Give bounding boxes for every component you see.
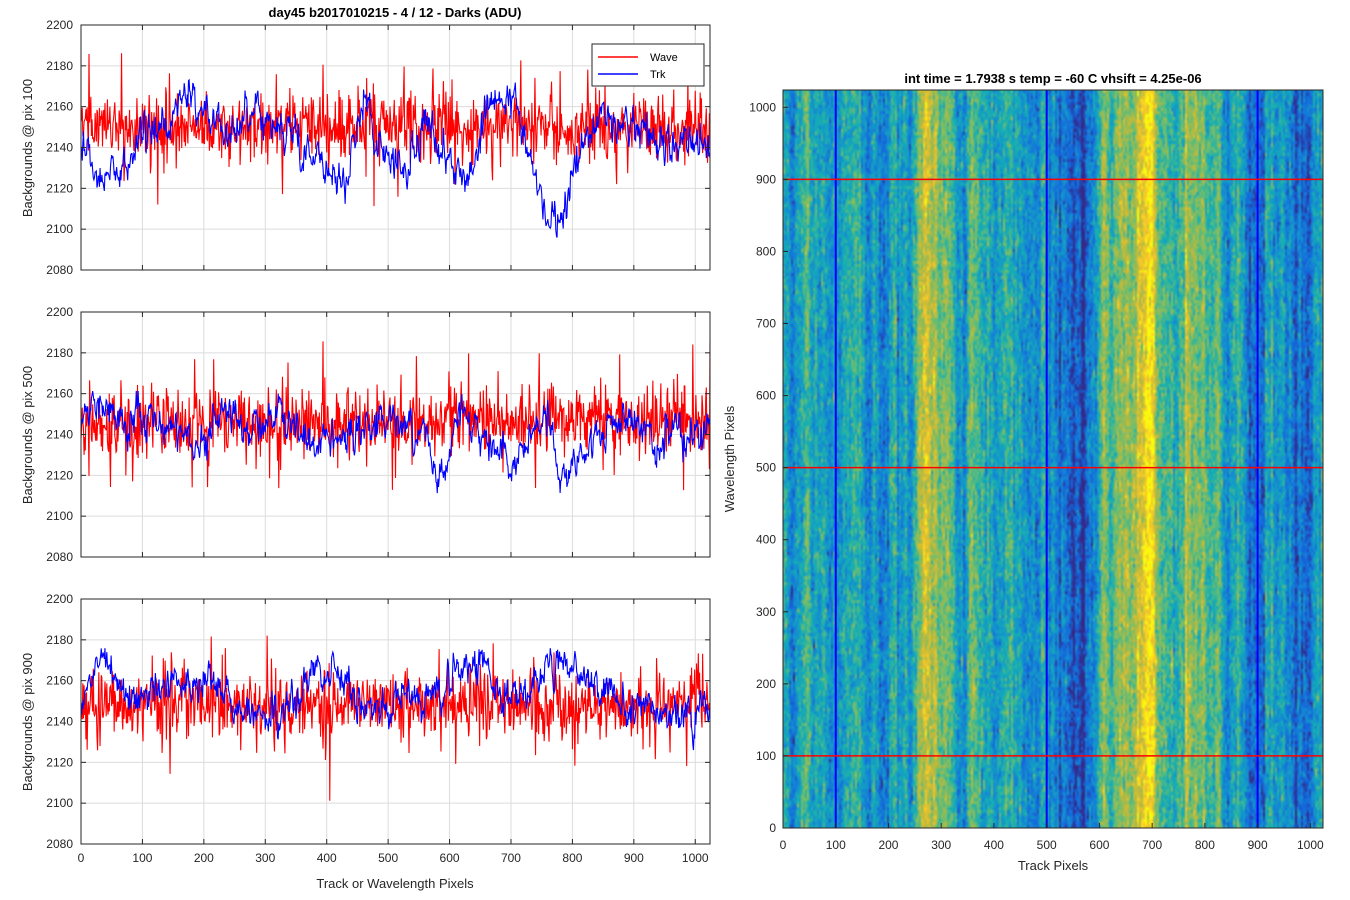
y-tick-label: 300: [756, 605, 776, 619]
legend-label-wave: Wave: [650, 52, 678, 64]
series-line-wave: [81, 341, 710, 491]
y-tick-label: 0: [769, 821, 776, 835]
x-tick-label: 400: [317, 851, 337, 865]
series-line-trk: [81, 648, 710, 751]
series-line-trk: [81, 78, 710, 238]
y-tick-label: 2180: [46, 346, 73, 360]
y-tick-label: 500: [756, 461, 776, 475]
x-tick-label: 600: [1089, 838, 1109, 852]
line-plot-pix-900: Backgrounds @ pix 900 Track or Wavelengt…: [20, 592, 711, 891]
y-tick-label: 800: [756, 244, 776, 258]
y-tick-label: 2140: [46, 428, 73, 442]
y-tick-label: 2080: [46, 263, 73, 277]
y-tick-label: 2200: [46, 305, 73, 319]
x-tick-label: 500: [1037, 838, 1057, 852]
x-tick-label: 1000: [1297, 838, 1324, 852]
y-axis-label: Backgrounds @ pix 900: [20, 653, 35, 791]
x-tick-label: 700: [501, 851, 521, 865]
y-tick-label: 2160: [46, 387, 73, 401]
y-tick-label: 2120: [46, 755, 73, 769]
x-tick-label: 0: [78, 851, 85, 865]
y-tick-label: 2100: [46, 222, 73, 236]
axes-box: [782, 89, 1324, 829]
y-axis-label: Backgrounds @ pix 100: [20, 79, 35, 217]
x-tick-label: 500: [378, 851, 398, 865]
y-tick-label: 2140: [46, 141, 73, 155]
y-tick-label: 2180: [46, 59, 73, 73]
y-tick-label: 200: [756, 677, 776, 691]
x-tick-label: 700: [1142, 838, 1162, 852]
y-tick-label: 2080: [46, 837, 73, 851]
y-tick-label: 700: [756, 317, 776, 331]
y-tick-label: 400: [756, 533, 776, 547]
plot-title: day45 b2017010215 - 4 / 12 - Darks (ADU): [269, 5, 522, 20]
y-axis-label: Backgrounds @ pix 500: [20, 366, 35, 504]
y-tick-label: 2140: [46, 715, 73, 729]
legend-box: [591, 43, 705, 87]
x-tick-label: 300: [255, 851, 275, 865]
heatmap-plot: int time = 1.7938 s temp = -60 C vhsift …: [722, 71, 1324, 873]
series-line-wave: [81, 53, 710, 207]
line-plot-pix-100: day45 b2017010215 - 4 / 12 - Darks (ADU)…: [20, 5, 711, 277]
y-tick-label: 2180: [46, 633, 73, 647]
y-tick-label: 2200: [46, 592, 73, 606]
y-tick-label: 600: [756, 389, 776, 403]
x-tick-label: 0: [780, 838, 787, 852]
x-axis-label: Track or Wavelength Pixels: [316, 876, 474, 891]
x-tick-label: 400: [984, 838, 1004, 852]
x-axis-label: Track Pixels: [1018, 858, 1089, 873]
y-tick-label: 2160: [46, 674, 73, 688]
y-tick-label: 2100: [46, 796, 73, 810]
x-tick-label: 200: [878, 838, 898, 852]
y-axis-label: Wavelength Pixels: [722, 405, 737, 512]
y-tick-label: 900: [756, 172, 776, 186]
x-tick-label: 100: [132, 851, 152, 865]
x-tick-label: 900: [624, 851, 644, 865]
y-tick-label: 1000: [749, 100, 776, 114]
y-tick-label: 2200: [46, 18, 73, 32]
y-tick-label: 2120: [46, 468, 73, 482]
y-tick-label: 100: [756, 749, 776, 763]
series-line-trk: [81, 390, 710, 494]
x-tick-label: 1000: [682, 851, 709, 865]
line-plot-pix-500: Backgrounds @ pix 500 2080 2100 2120 2140 21…: [20, 305, 711, 564]
x-tick-label: 200: [194, 851, 214, 865]
y-tick-label: 2120: [46, 181, 73, 195]
y-tick-label: 2080: [46, 550, 73, 564]
x-tick-label: 600: [440, 851, 460, 865]
x-tick-label: 800: [562, 851, 582, 865]
x-tick-label: 300: [931, 838, 951, 852]
heatmap-image: [783, 90, 1323, 828]
y-tick-label: 2100: [46, 509, 73, 523]
legend: Wave Trk: [591, 43, 705, 87]
heatmap-title: int time = 1.7938 s temp = -60 C vhsift …: [904, 71, 1201, 86]
x-tick-label: 100: [826, 838, 846, 852]
legend-label-trk: Trk: [650, 69, 666, 81]
x-tick-label: 800: [1195, 838, 1215, 852]
y-tick-label: 2160: [46, 100, 73, 114]
x-tick-label: 900: [1248, 838, 1268, 852]
